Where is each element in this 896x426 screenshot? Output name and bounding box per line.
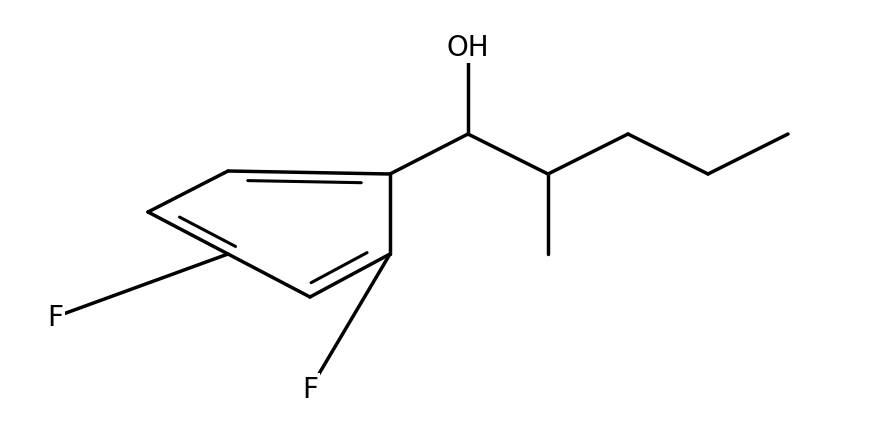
Text: OH: OH [447, 34, 489, 62]
Text: F: F [302, 375, 318, 403]
Text: F: F [47, 303, 63, 331]
